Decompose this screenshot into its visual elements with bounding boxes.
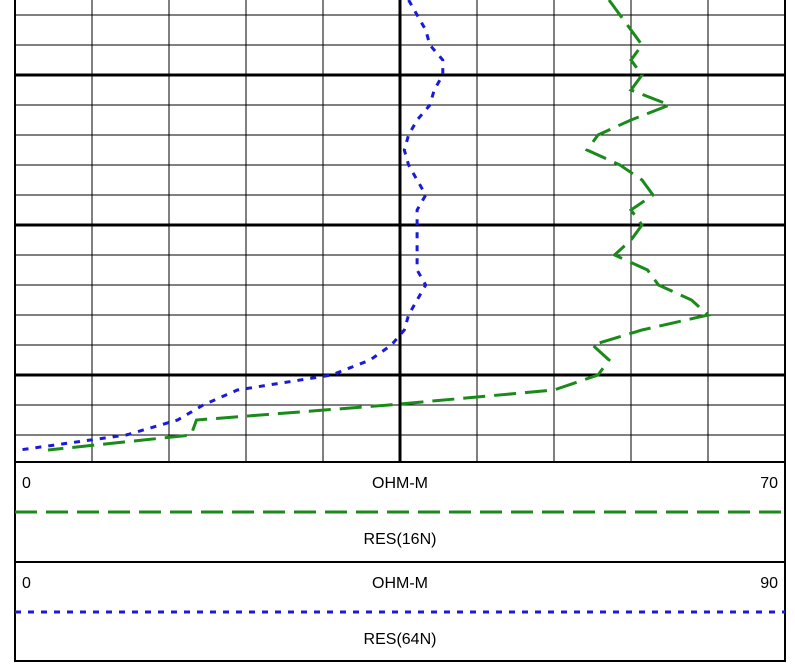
legend-label: RES(16N) — [364, 531, 437, 548]
scale-max: 70 — [760, 475, 778, 492]
scale-unit: OHM-M — [372, 575, 428, 592]
legend-label: RES(64N) — [364, 631, 437, 648]
scale-min: 0 — [22, 475, 31, 492]
scale-max: 90 — [760, 575, 778, 592]
scale-min: 0 — [22, 575, 31, 592]
log-curve — [19, 0, 445, 452]
scale-unit: OHM-M — [372, 475, 428, 492]
log-curve — [47, 0, 712, 452]
